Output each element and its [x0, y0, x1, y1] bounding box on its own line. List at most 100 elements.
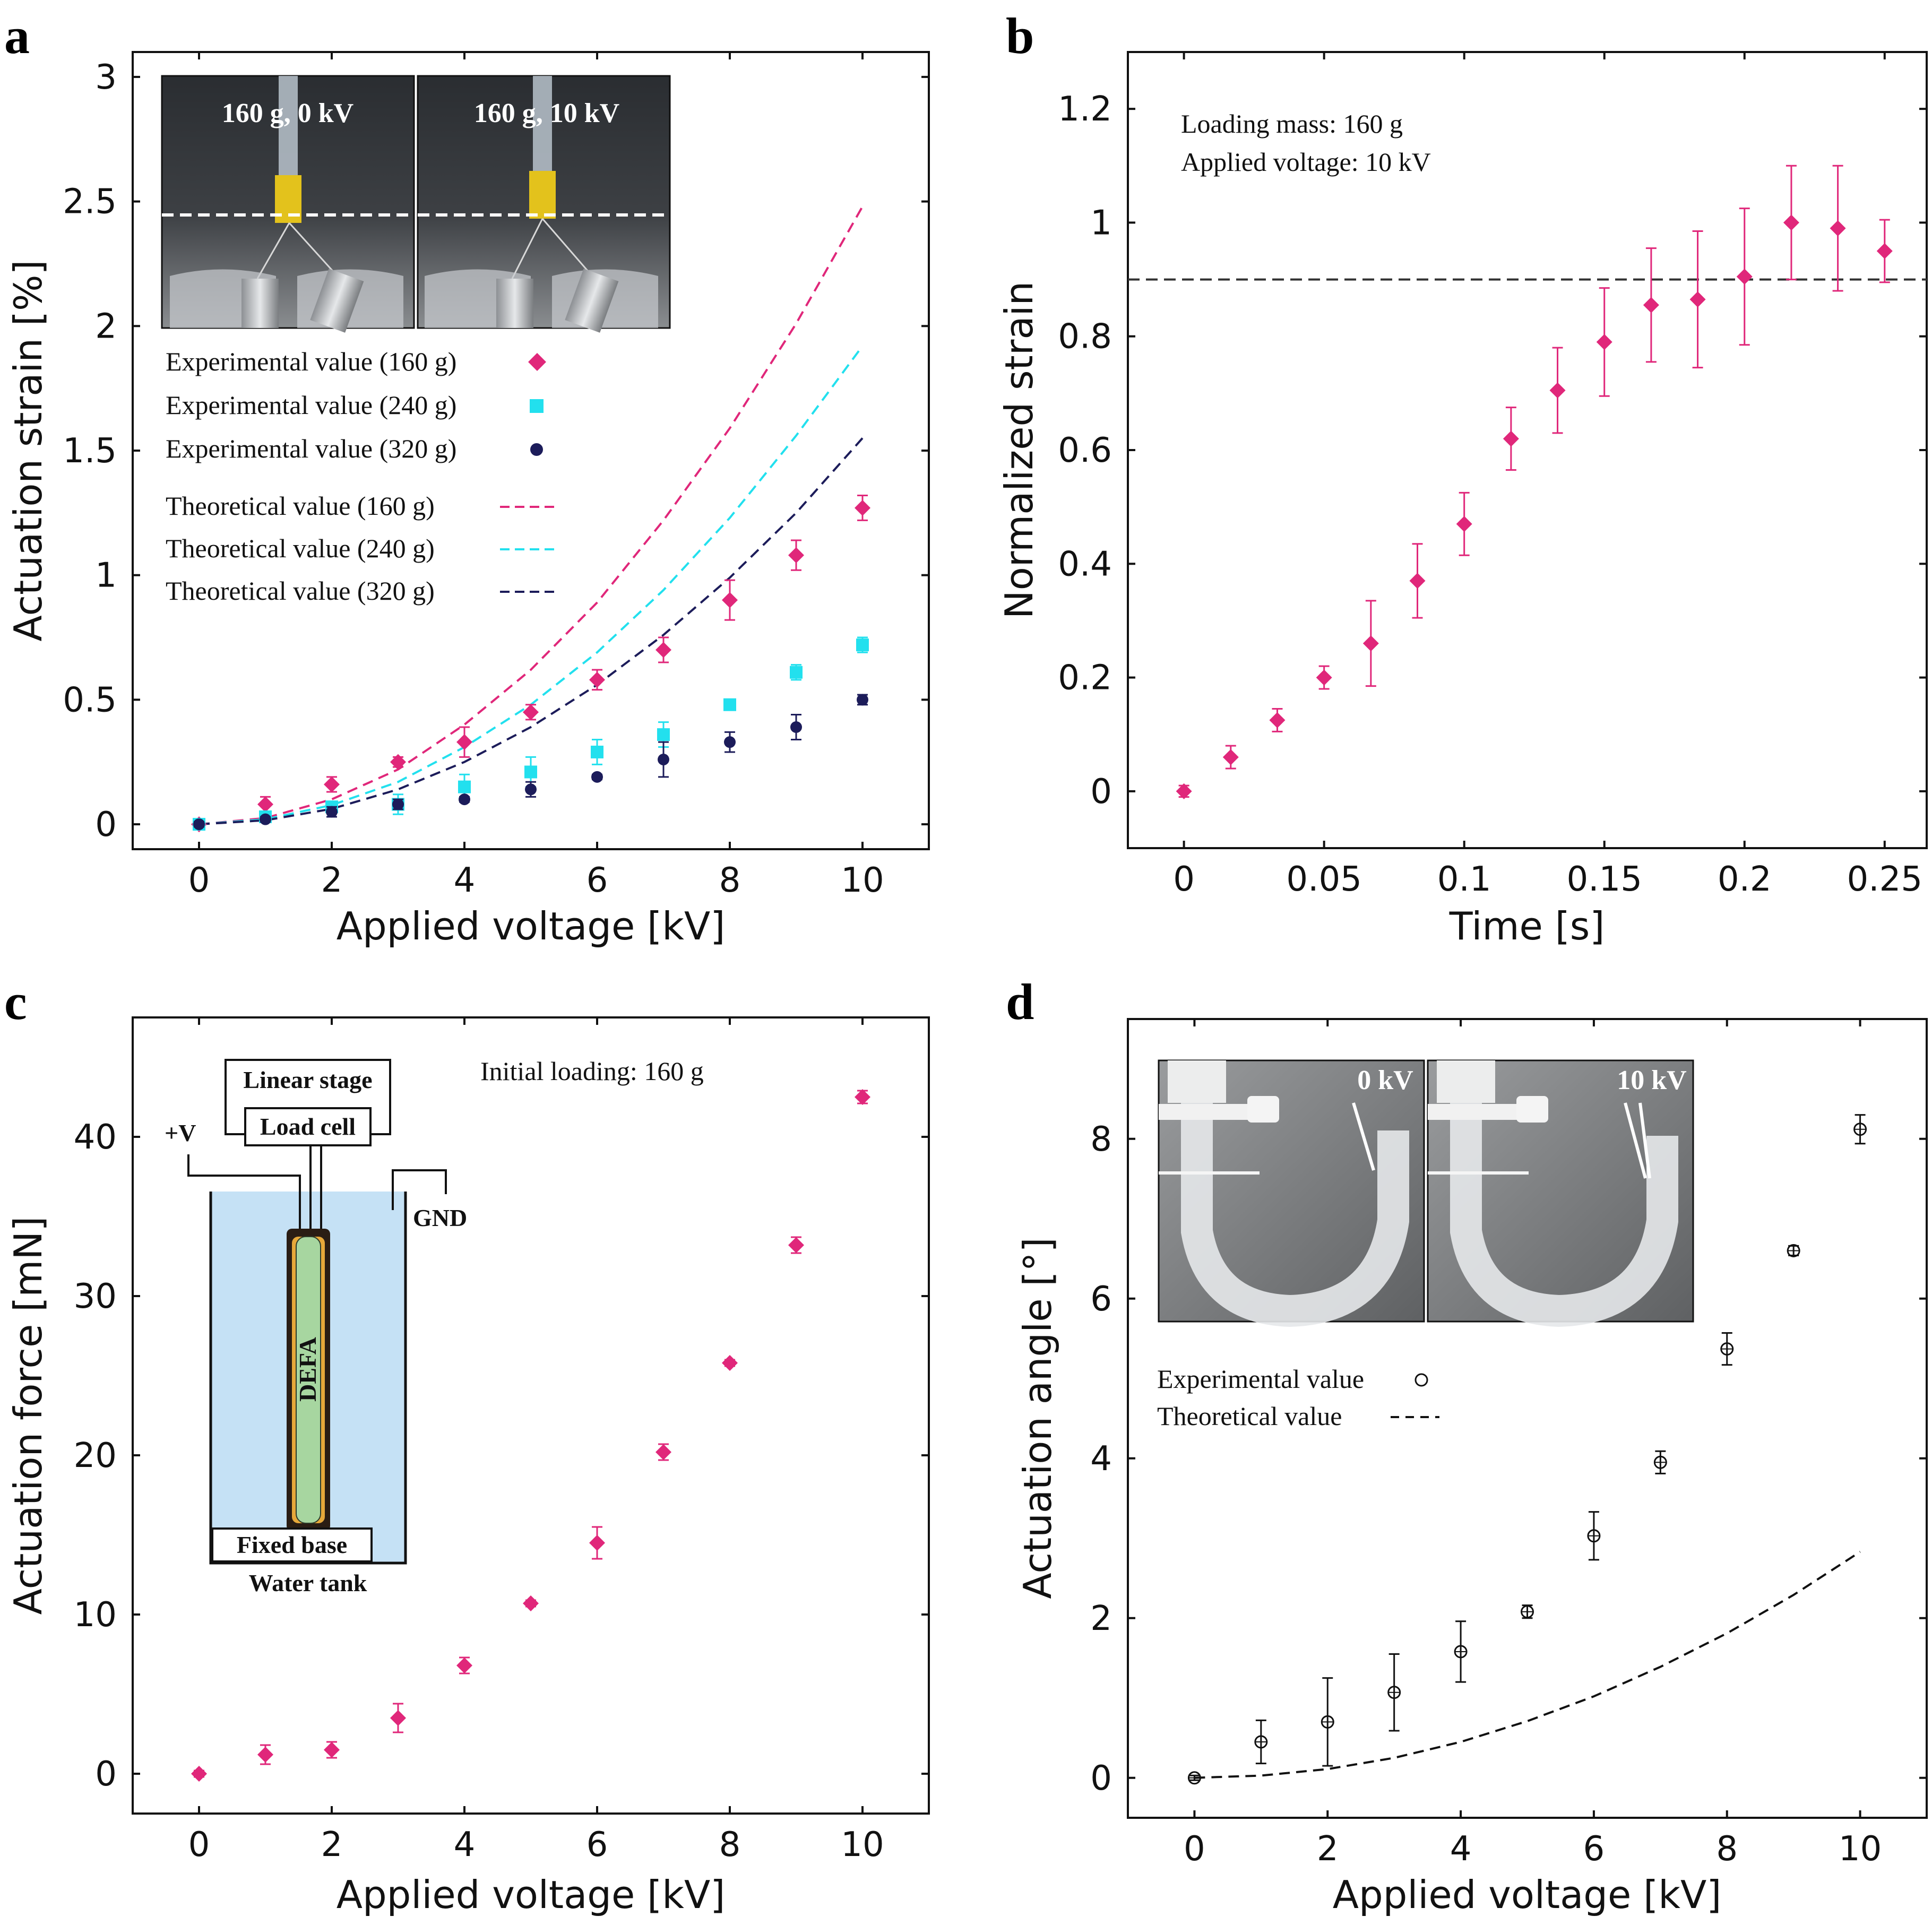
y-tick-label: 2.5 — [63, 183, 117, 222]
data-point — [257, 796, 273, 813]
panel-c-points — [191, 1089, 870, 1782]
panel-b-ylabel: Normalized strain — [997, 281, 1041, 619]
x-tick-label: 8 — [719, 861, 741, 900]
y-tick-label: 3 — [95, 58, 117, 97]
legend-theo-160: Theoretical value (160 g) — [166, 491, 435, 521]
panel-d-points — [1187, 1114, 1867, 1785]
x-tick-label: 0 — [188, 1825, 210, 1864]
load-cell — [244, 1107, 372, 1146]
panel-b-annotation-mass: Loading mass: 160 g — [1181, 109, 1403, 139]
y-tick-label: 0 — [95, 805, 117, 844]
x-tick-label: 4 — [1450, 1829, 1472, 1869]
data-point — [658, 754, 669, 766]
data-point — [790, 666, 803, 679]
photo-left-caption: 160 g, 0 kV — [222, 98, 353, 128]
legend-exp-160: Experimental value (160 g) — [166, 347, 456, 376]
data-point — [1689, 291, 1706, 308]
panel-c-frame — [132, 1016, 930, 1815]
positive-label: +V — [165, 1119, 196, 1146]
y-tick-label: 2 — [95, 307, 117, 346]
y-tick-label: 0.8 — [1058, 317, 1112, 357]
water-tank-label: Water tank — [249, 1569, 367, 1596]
legend-theo-240: Theoretical value (240 g) — [166, 533, 435, 563]
data-point — [589, 671, 605, 688]
data-point — [724, 736, 736, 748]
schematic: Linear stage Load cell +V GND DEFA Fixed… — [165, 1059, 467, 1596]
y-tick-label: 0.2 — [1058, 659, 1112, 698]
y-tick-label: 1 — [95, 556, 117, 595]
x-tick-label: 0 — [1173, 860, 1195, 899]
x-tick-label: 8 — [719, 1825, 741, 1864]
panel-a: a 0 2 4 6 8 10 0 0.5 1 1.5 2 2.5 3 160 g, 0 kV — [4, 7, 930, 948]
data-point — [856, 638, 869, 652]
data-point — [1316, 669, 1332, 686]
panel-b-xlabel: Time [s] — [1449, 904, 1605, 948]
x-tick-label: 0.2 — [1718, 860, 1772, 899]
panel-d-xlabel: Applied voltage [kV] — [1333, 1872, 1722, 1917]
data-point — [591, 771, 603, 783]
ground-label: GND — [413, 1204, 467, 1231]
data-point — [857, 694, 868, 706]
y-tick-label: 40 — [74, 1118, 117, 1157]
panel-a-label: a — [4, 7, 30, 64]
data-point — [589, 1535, 605, 1551]
photo-left-caption: 0 kV — [1357, 1065, 1413, 1095]
panel-b-annotation-voltage: Applied voltage: 10 kV — [1181, 147, 1431, 177]
y-tick-label: 8 — [1090, 1120, 1112, 1159]
fixed-base — [211, 1527, 373, 1563]
y-tick-label: 0.5 — [63, 680, 117, 720]
panel-d-photo-left: 0 kV — [1158, 1059, 1425, 1327]
data-point — [459, 793, 470, 806]
panel-b: b 0 0.05 0.1 0.15 0.2 0.25 0 0.2 0.4 0.6 0.8 1 1.2 L… — [997, 7, 1928, 948]
ground-wire — [392, 1169, 447, 1210]
x-tick-label: 0 — [1184, 1829, 1205, 1869]
y-tick-label: 0 — [1090, 1759, 1112, 1798]
defa-label: DEFA — [294, 1337, 321, 1402]
panel-d-curves — [1194, 1551, 1861, 1779]
data-point — [722, 592, 738, 608]
legend-marker-exp-240 — [530, 399, 544, 413]
panel-b-label: b — [1006, 7, 1034, 64]
panel-d-legend: Experimental value Theoretical value — [1157, 1364, 1439, 1431]
y-tick-label: 0.6 — [1058, 431, 1112, 470]
legend-experimental: Experimental value — [1157, 1364, 1364, 1394]
data-point — [324, 1742, 340, 1758]
photo-right-caption: 160 g, 10 kV — [474, 98, 619, 128]
data-point — [1830, 220, 1846, 237]
x-tick-label: 0.25 — [1847, 860, 1923, 899]
panel-a-points — [191, 494, 870, 833]
theory-curve — [1194, 1551, 1861, 1779]
panel-b-ticks: 0 0.05 0.1 0.15 0.2 0.25 0 0.2 0.4 0.6 0.8 1 1.2 — [1058, 52, 1927, 899]
legend-theo-320: Theoretical value (320 g) — [166, 576, 435, 606]
legend-marker-exp-320 — [530, 443, 543, 456]
x-tick-label: 10 — [841, 861, 884, 900]
panel-a-ylabel: Actuation strain [%] — [6, 260, 50, 642]
panel-a-photo-left: 160 g, 0 kV — [161, 75, 415, 333]
x-tick-label: 8 — [1716, 1829, 1738, 1869]
data-point — [326, 806, 338, 818]
panel-a-photo-right: 160 g, 10 kV — [417, 75, 671, 333]
data-point — [1222, 749, 1239, 765]
panel-a-ticks: 0 2 4 6 8 10 0 0.5 1 1.5 2 2.5 3 — [63, 52, 929, 900]
panel-d-ylabel: Actuation angle [°] — [1015, 1237, 1060, 1599]
y-tick-label: 1 — [1090, 203, 1112, 243]
y-tick-label: 0.4 — [1058, 545, 1112, 584]
data-point — [656, 642, 671, 658]
legend-exp-240: Experimental value (240 g) — [166, 390, 456, 420]
data-point — [257, 1747, 273, 1763]
data-point — [1176, 783, 1192, 799]
fixed-base-label: Fixed base — [237, 1531, 347, 1558]
legend-theoretical: Theoretical value — [1157, 1401, 1342, 1431]
panel-c-xlabel: Applied voltage [kV] — [337, 1872, 726, 1917]
positive-wire — [187, 1154, 301, 1229]
data-point — [524, 765, 537, 779]
data-point — [456, 1658, 472, 1673]
panel-d-photo-right: 10 kV — [1427, 1059, 1694, 1327]
data-point — [525, 783, 537, 796]
x-tick-label: 0.1 — [1437, 860, 1491, 899]
data-point — [591, 745, 603, 758]
panel-c: c 0 2 4 6 8 10 0 10 20 30 40 Initial loading: 160 … — [4, 973, 930, 1917]
data-point — [790, 721, 802, 733]
y-tick-label: 2 — [1090, 1599, 1112, 1638]
